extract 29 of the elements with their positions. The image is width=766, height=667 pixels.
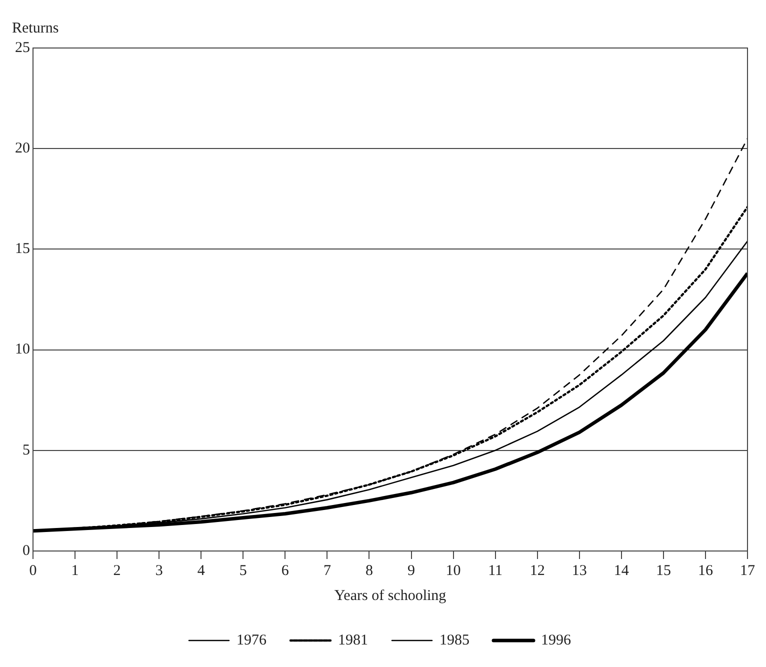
x-tick-label: 6 — [281, 562, 290, 579]
y-axis-title: Returns — [12, 20, 59, 36]
x-tick-label: 8 — [365, 562, 373, 579]
x-tick-label: 12 — [530, 562, 545, 579]
x-tick-label: 4 — [197, 562, 206, 579]
y-tick-label: 0 — [22, 542, 30, 559]
y-tick-label: 20 — [15, 140, 30, 157]
x-tick-label: 14 — [614, 562, 630, 579]
x-tick-label: 13 — [572, 562, 587, 579]
x-tick-label: 9 — [408, 562, 416, 579]
x-tick-label: 17 — [740, 562, 756, 579]
y-tick-label: 15 — [15, 241, 30, 258]
legend-label: 1996 — [541, 632, 572, 648]
x-tick-label: 2 — [113, 562, 121, 579]
x-tick-label: 16 — [698, 562, 714, 579]
x-tick-label: 3 — [155, 562, 163, 579]
y-tick-label: 5 — [22, 442, 30, 458]
legend-label: 1985 — [440, 632, 470, 648]
legend-label: 1981 — [338, 632, 368, 648]
x-tick-label: 1 — [71, 562, 79, 579]
y-tick-label: 25 — [15, 40, 30, 56]
x-tick-label: 7 — [323, 562, 332, 579]
x-tick-label: 5 — [239, 562, 247, 579]
x-axis-title: Years of schooling — [334, 588, 447, 604]
y-tick-label: 10 — [15, 342, 30, 358]
x-tick-label: 11 — [488, 562, 503, 579]
legend-label: 1976 — [236, 632, 267, 648]
x-tick-label: 15 — [656, 562, 671, 579]
x-tick-label: 10 — [446, 562, 461, 579]
